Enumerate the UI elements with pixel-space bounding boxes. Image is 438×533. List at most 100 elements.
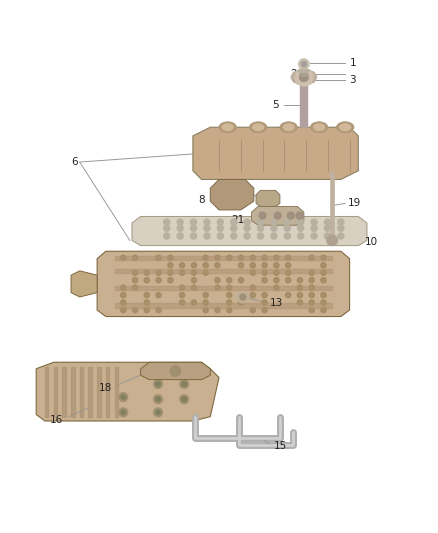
- Circle shape: [215, 285, 220, 290]
- Circle shape: [238, 300, 244, 305]
- Ellipse shape: [250, 122, 267, 133]
- Circle shape: [168, 278, 173, 283]
- Circle shape: [284, 225, 290, 231]
- Circle shape: [309, 278, 314, 283]
- Circle shape: [284, 233, 290, 239]
- Circle shape: [226, 278, 232, 283]
- Circle shape: [311, 233, 317, 239]
- Ellipse shape: [336, 122, 354, 133]
- Circle shape: [231, 233, 237, 239]
- Circle shape: [321, 308, 326, 313]
- Circle shape: [215, 255, 220, 261]
- Circle shape: [321, 263, 326, 268]
- Text: 19: 19: [347, 198, 360, 208]
- Circle shape: [258, 219, 264, 225]
- Circle shape: [119, 408, 127, 417]
- Circle shape: [156, 270, 161, 276]
- Circle shape: [325, 225, 331, 231]
- Circle shape: [271, 219, 277, 225]
- Circle shape: [132, 308, 138, 313]
- Bar: [80, 367, 83, 417]
- Circle shape: [250, 255, 255, 261]
- Circle shape: [120, 308, 126, 313]
- Circle shape: [338, 225, 344, 231]
- Circle shape: [203, 263, 208, 268]
- Circle shape: [180, 395, 188, 403]
- Ellipse shape: [314, 124, 325, 131]
- Circle shape: [168, 255, 173, 261]
- Circle shape: [180, 263, 185, 268]
- Ellipse shape: [280, 122, 297, 133]
- Circle shape: [203, 308, 208, 313]
- Circle shape: [291, 74, 297, 80]
- Circle shape: [309, 285, 314, 290]
- Circle shape: [262, 293, 267, 298]
- Bar: [115, 269, 332, 273]
- Circle shape: [215, 308, 220, 313]
- Circle shape: [121, 410, 125, 415]
- Circle shape: [132, 278, 138, 283]
- Circle shape: [144, 278, 149, 283]
- Circle shape: [144, 308, 149, 313]
- Circle shape: [164, 233, 170, 239]
- Circle shape: [217, 225, 223, 231]
- Circle shape: [132, 285, 138, 290]
- Text: 13: 13: [270, 298, 283, 309]
- Text: 2: 2: [291, 69, 297, 79]
- Circle shape: [203, 293, 208, 298]
- Text: 16: 16: [50, 415, 63, 425]
- Circle shape: [168, 263, 173, 268]
- Circle shape: [293, 77, 299, 83]
- Circle shape: [271, 225, 277, 231]
- Circle shape: [120, 255, 126, 261]
- Circle shape: [327, 235, 337, 246]
- Circle shape: [215, 263, 220, 268]
- Circle shape: [286, 293, 291, 298]
- Circle shape: [311, 219, 317, 225]
- Polygon shape: [193, 127, 358, 180]
- Circle shape: [274, 263, 279, 268]
- Circle shape: [321, 270, 326, 276]
- Circle shape: [170, 366, 181, 376]
- Circle shape: [311, 74, 317, 80]
- Circle shape: [238, 278, 244, 283]
- Bar: [115, 256, 332, 260]
- Polygon shape: [132, 216, 367, 246]
- Bar: [330, 171, 334, 238]
- Circle shape: [226, 255, 232, 261]
- Bar: [115, 367, 118, 417]
- Circle shape: [338, 219, 344, 225]
- Text: 5: 5: [272, 100, 279, 110]
- Circle shape: [156, 397, 160, 401]
- Circle shape: [204, 219, 210, 225]
- Circle shape: [284, 219, 290, 225]
- Circle shape: [244, 233, 250, 239]
- Polygon shape: [36, 362, 219, 421]
- Circle shape: [311, 225, 317, 231]
- Circle shape: [262, 263, 267, 268]
- Circle shape: [177, 233, 183, 239]
- Circle shape: [309, 270, 314, 276]
- Circle shape: [191, 285, 197, 290]
- Circle shape: [262, 278, 267, 283]
- Polygon shape: [141, 362, 210, 379]
- Circle shape: [217, 219, 223, 225]
- Text: 3: 3: [350, 75, 356, 85]
- Circle shape: [154, 408, 162, 417]
- Circle shape: [240, 294, 246, 300]
- Circle shape: [120, 285, 126, 290]
- Circle shape: [321, 278, 326, 283]
- Circle shape: [168, 270, 173, 276]
- Circle shape: [296, 70, 302, 76]
- Circle shape: [250, 285, 255, 290]
- Circle shape: [119, 393, 127, 401]
- Circle shape: [204, 233, 210, 239]
- Circle shape: [203, 270, 208, 276]
- Circle shape: [297, 278, 303, 283]
- Circle shape: [237, 291, 249, 303]
- Circle shape: [215, 278, 220, 283]
- Ellipse shape: [300, 74, 308, 76]
- Circle shape: [259, 212, 266, 219]
- Polygon shape: [71, 271, 97, 297]
- Circle shape: [250, 308, 255, 313]
